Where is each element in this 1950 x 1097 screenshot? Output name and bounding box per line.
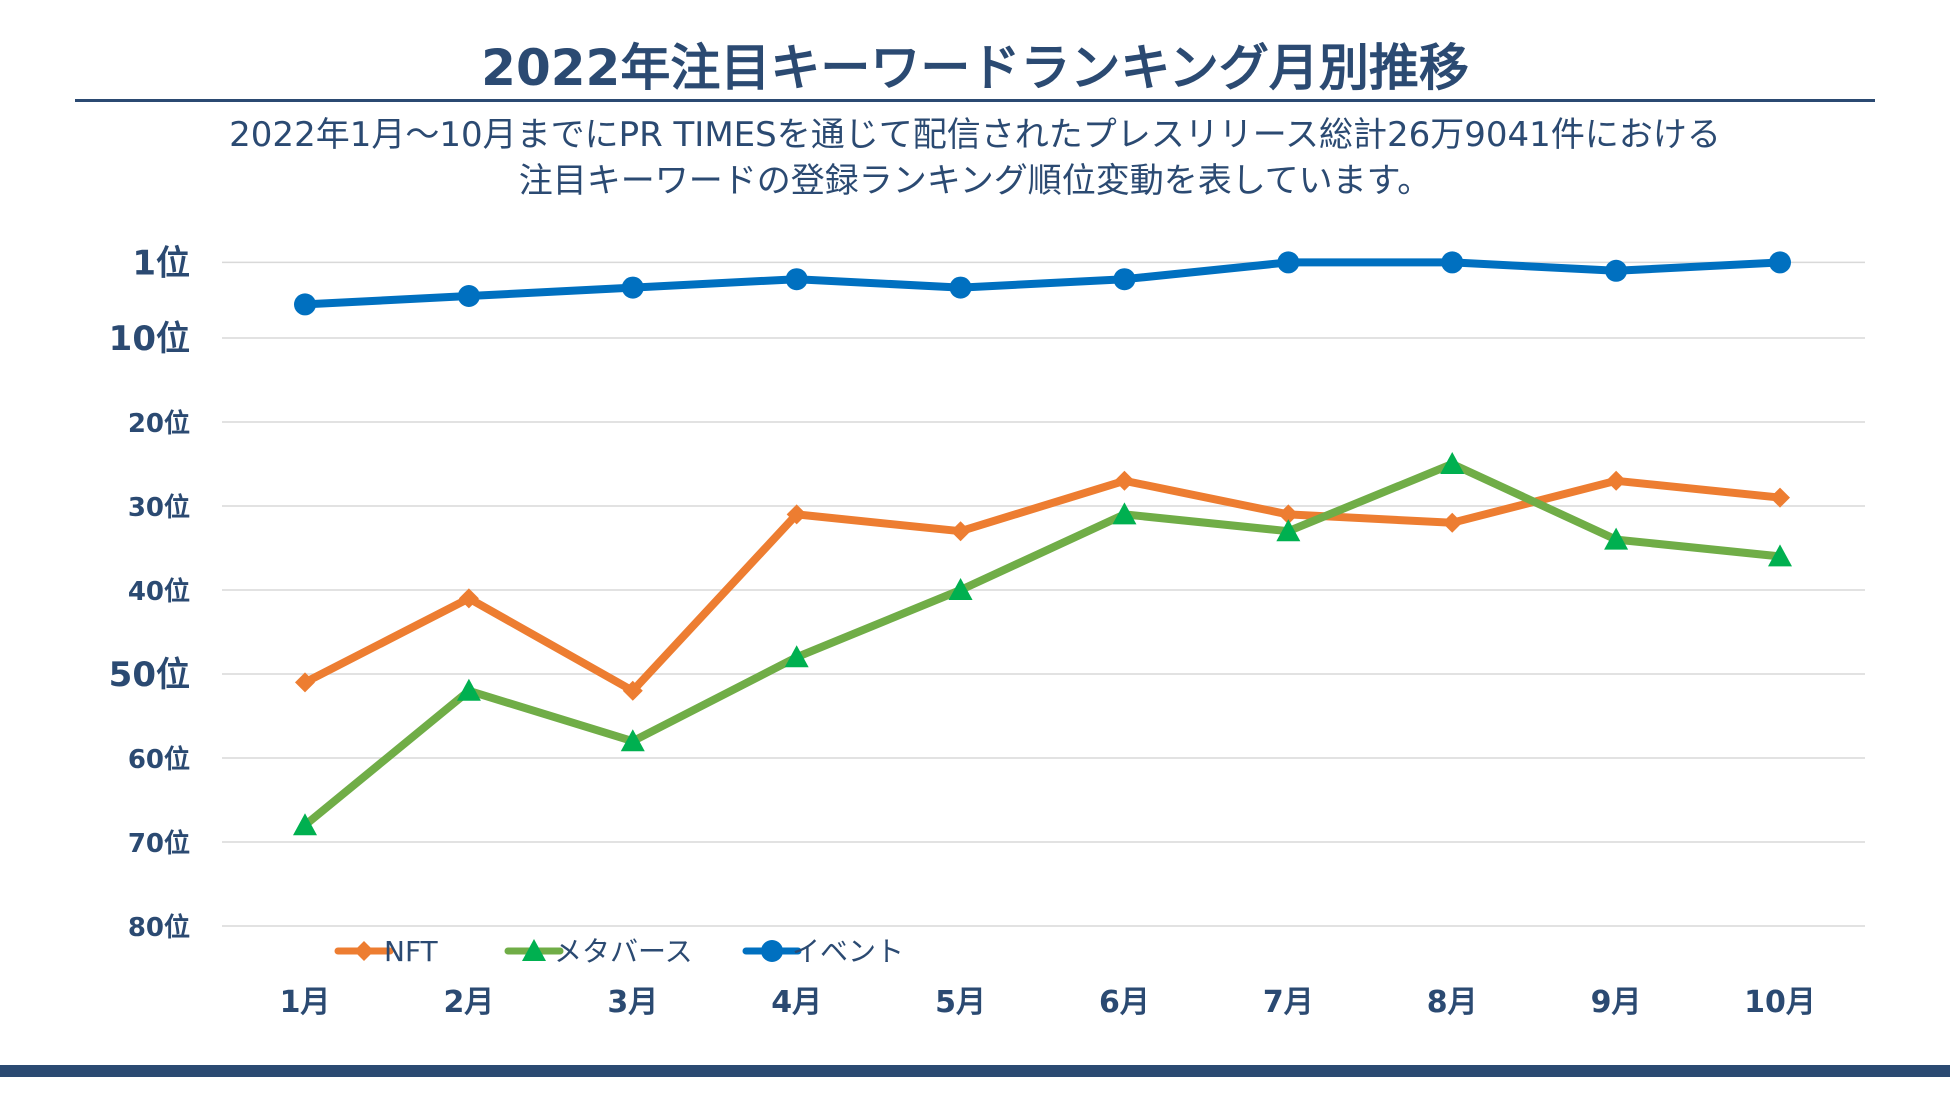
- legend-marker-triangle: [522, 939, 546, 961]
- x-tick-label: 7月: [1263, 985, 1314, 1020]
- data-point-diamond: [622, 680, 643, 701]
- data-point-triangle: [456, 678, 481, 701]
- data-point-circle: [1277, 251, 1300, 274]
- series-line: [301, 258, 1784, 309]
- y-tick-label: 10位: [109, 319, 190, 359]
- legend-label: NFT: [384, 935, 439, 968]
- series-lines: [293, 251, 1792, 836]
- x-tick-label: 1月: [280, 985, 331, 1020]
- series-metaverse: [293, 452, 1792, 836]
- data-point-triangle: [948, 578, 973, 600]
- x-tick-label: 2月: [443, 985, 494, 1020]
- legend-item: イベント: [742, 935, 904, 968]
- data-point-circle: [621, 276, 644, 299]
- data-point-circle: [1769, 251, 1791, 274]
- y-tick-label: 70位: [128, 828, 190, 859]
- y-tick-label: 30位: [128, 492, 190, 523]
- x-tick-label: 10月: [1744, 985, 1816, 1020]
- data-point-diamond: [1278, 504, 1299, 525]
- data-point-diamond: [1606, 470, 1627, 491]
- data-point-triangle: [1768, 544, 1792, 567]
- subtitle-line-2: 注目キーワードの登録ランキング順位変動を表しています。: [518, 161, 1432, 201]
- legend-label: メタバース: [554, 935, 693, 968]
- x-tick-label: 4月: [771, 985, 822, 1020]
- legend-label: イベント: [792, 935, 904, 968]
- data-point-diamond: [1114, 470, 1135, 491]
- y-tick-label: 40位: [128, 576, 190, 607]
- footer-bar: [0, 1065, 1950, 1077]
- legend-marker-circle: [761, 940, 783, 962]
- legend: NFT メタバース イベント: [334, 935, 904, 968]
- data-point-diamond: [458, 588, 479, 609]
- chart-subtitle: 2022年1月～10月までにPR TIMESを通じて配信されたプレスリリース総計…: [0, 112, 1950, 204]
- legend-item: NFT: [334, 935, 439, 968]
- data-point-triangle: [1276, 519, 1301, 542]
- series-line: [301, 460, 1784, 830]
- y-tick-label: 1位: [132, 243, 190, 283]
- legend-marker-diamond: [354, 941, 374, 961]
- y-axis-ticks: 1位 10位 20位 30位 40位 50位 60位 70位 80位: [109, 243, 190, 943]
- data-point-triangle: [1604, 527, 1629, 550]
- y-tick-label: 50位: [109, 655, 190, 695]
- x-tick-label: 5月: [935, 985, 986, 1020]
- data-point-triangle: [620, 729, 645, 752]
- x-tick-label: 8月: [1427, 985, 1478, 1020]
- data-point-diamond: [1770, 487, 1790, 508]
- subtitle-line-1: 2022年1月～10月までにPR TIMESを通じて配信されたプレスリリース総計…: [229, 115, 1721, 155]
- x-tick-label: 6月: [1099, 985, 1150, 1020]
- x-axis-ticks: 1月 2月 3月 4月 5月 6月 7月 8月 9月 10月: [280, 985, 1816, 1020]
- y-tick-label: 20位: [128, 408, 190, 439]
- data-point-circle: [1113, 268, 1136, 291]
- data-point-triangle: [1112, 502, 1137, 525]
- y-tick-label: 80位: [128, 912, 190, 943]
- data-point-diamond: [295, 672, 315, 693]
- data-point-circle: [785, 268, 808, 291]
- title-divider: [75, 99, 1875, 102]
- legend-item: メタバース: [504, 935, 693, 968]
- data-point-diamond: [786, 504, 807, 525]
- chart-title: 2022年注目キーワードランキング月別推移: [481, 39, 1469, 97]
- x-tick-label: 3月: [607, 985, 658, 1020]
- data-point-triangle: [293, 813, 317, 836]
- data-point-triangle: [784, 645, 809, 668]
- data-point-circle: [457, 285, 480, 307]
- data-point-triangle: [1440, 452, 1465, 474]
- data-point-circle: [949, 276, 972, 299]
- data-point-circle: [1441, 251, 1464, 274]
- x-tick-label: 9月: [1591, 985, 1642, 1020]
- data-point-circle: [1605, 259, 1628, 282]
- series-event: [294, 251, 1791, 316]
- data-point-circle: [294, 293, 316, 316]
- y-tick-label: 60位: [128, 744, 190, 775]
- data-point-diamond: [1442, 512, 1463, 533]
- data-point-diamond: [950, 521, 971, 542]
